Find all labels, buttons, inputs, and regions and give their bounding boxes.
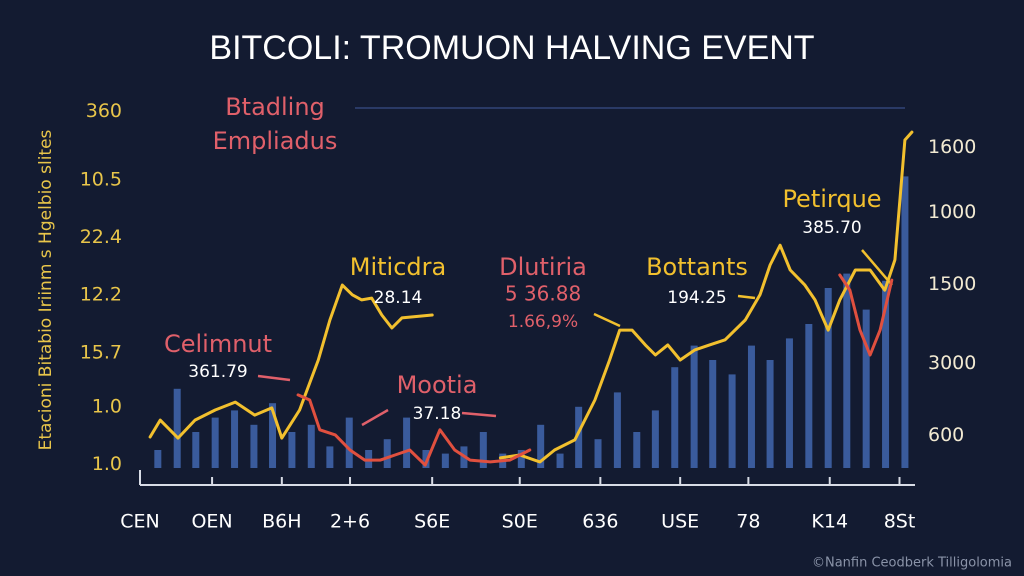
annotation: Dlutiria	[499, 253, 587, 281]
bar	[556, 453, 564, 468]
annotation: 194.25	[667, 288, 726, 308]
annotation: 37.18	[413, 404, 462, 424]
bar	[862, 309, 870, 468]
arrow	[361, 408, 389, 427]
arrow	[257, 374, 291, 382]
bar	[613, 392, 621, 468]
bar	[633, 432, 641, 468]
x-tick-label: 2+6	[330, 511, 370, 533]
annotation: Btadling	[225, 93, 325, 121]
bar	[785, 338, 793, 468]
annotation: Celimnut	[164, 330, 272, 358]
y2-tick-label: 3000	[928, 352, 976, 374]
bar	[250, 424, 258, 468]
bar	[422, 450, 430, 468]
bar	[326, 446, 334, 468]
annotation: Miticdra	[350, 253, 446, 281]
x-tick-label: S6E	[414, 511, 450, 533]
line	[148, 130, 914, 464]
bar	[671, 367, 679, 468]
bar	[537, 424, 545, 468]
arrow	[461, 411, 497, 418]
y-axis-label: Etacioni Bitabio Iriinm s Hgelbio slites	[36, 129, 56, 450]
x-tick-label: CEN	[120, 511, 159, 533]
annotation: 361.79	[188, 362, 247, 382]
bar	[766, 360, 774, 468]
bar	[231, 410, 239, 468]
bar	[805, 324, 813, 468]
annotation: 28.14	[374, 288, 423, 308]
bar	[173, 388, 181, 468]
y-tick-label: 22.4	[80, 226, 122, 248]
bar	[441, 453, 449, 468]
bar	[901, 176, 909, 468]
bar	[575, 406, 583, 468]
bar	[345, 417, 353, 468]
bar	[192, 432, 200, 468]
x-tick-label: S0E	[502, 511, 538, 533]
chart-title: BITCOLI: TROMUON HALVING EVENT	[209, 29, 814, 67]
bar	[383, 439, 391, 468]
bar	[403, 417, 411, 468]
bar	[690, 345, 698, 468]
y-tick-label: 1.0	[92, 453, 122, 475]
annotation: Petirque	[782, 185, 881, 213]
x-tick-label: 8St	[884, 511, 916, 533]
bar	[517, 450, 525, 468]
x-tick-label: 636	[582, 511, 618, 533]
annotation: 5 36.88	[505, 282, 581, 306]
bar	[651, 410, 659, 468]
line	[296, 273, 894, 467]
y2-tick-label: 1000	[928, 201, 976, 223]
bar	[288, 432, 296, 468]
y-tick-label: 12.2	[80, 284, 122, 306]
y2-tick-label: 1600	[928, 136, 976, 158]
bar	[747, 345, 755, 468]
arrow	[593, 312, 621, 328]
x-tick-label: 78	[736, 511, 760, 533]
x-tick-label: OEN	[191, 511, 232, 533]
bar	[479, 432, 487, 468]
x-tick-label: B6H	[262, 511, 301, 533]
annotation: Mootia	[397, 371, 478, 399]
bar	[728, 374, 736, 468]
bar	[594, 439, 602, 468]
annotation: 385.70	[802, 218, 861, 238]
y-tick-label: 360	[86, 100, 122, 122]
y2-tick-label: 600	[928, 424, 964, 446]
y-tick-label: 10.5	[80, 169, 122, 191]
bar	[824, 288, 832, 468]
bar	[307, 424, 315, 468]
bar	[269, 403, 277, 468]
bar	[843, 273, 851, 468]
y2-tick-label: 1500	[928, 273, 976, 295]
arrow	[737, 294, 756, 300]
footer: ©Nanfin Ceodberk Tilligolomia	[812, 556, 1012, 571]
bar	[211, 417, 219, 468]
x-tick-label: K14	[811, 511, 848, 533]
bar	[154, 450, 162, 468]
bar	[709, 360, 717, 468]
annotation: 1.66,9%	[508, 312, 578, 332]
y-tick-label: 1.0	[92, 395, 122, 417]
annotation: Bottants	[646, 253, 748, 281]
bar	[882, 280, 890, 468]
annotation: Empliadus	[213, 127, 338, 155]
x-tick-label: USE	[661, 511, 699, 533]
y-tick-label: 15.7	[80, 341, 122, 363]
